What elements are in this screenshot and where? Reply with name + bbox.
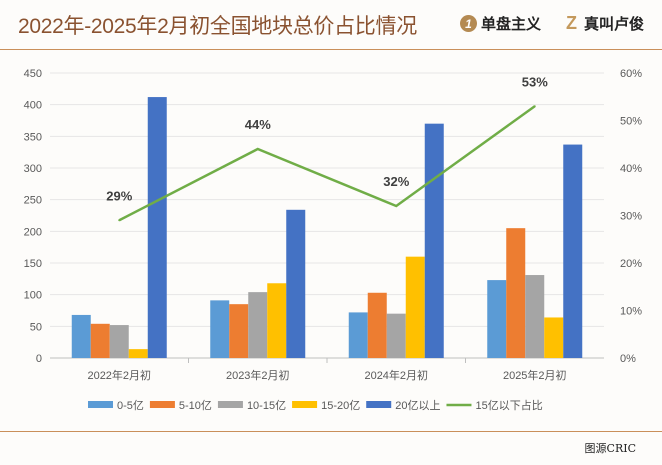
bar-5-10亿 bbox=[367, 292, 387, 358]
legend-swatch bbox=[292, 401, 318, 408]
legend-swatch bbox=[366, 401, 392, 408]
header: 2022年-2025年2月初全国地块总价占比情况 1 单盘主义 Z 真叫卢俊 bbox=[0, 0, 662, 50]
x-tick-label: 2024年2月初 bbox=[364, 368, 428, 382]
data-label: 44% bbox=[245, 117, 271, 132]
y-tick-label: 350 bbox=[24, 131, 42, 143]
data-label: 32% bbox=[383, 174, 409, 189]
y-tick-label: 200 bbox=[24, 226, 42, 238]
line-point bbox=[256, 148, 259, 150]
legend-label: 15-20亿 bbox=[321, 399, 360, 412]
y-tick-label: 400 bbox=[24, 100, 42, 112]
legend-label: 20亿以上 bbox=[395, 399, 440, 412]
bar-5-10亿 bbox=[90, 323, 110, 358]
bar-5-10亿 bbox=[506, 228, 526, 358]
brand-logo-icon: 1 bbox=[460, 15, 477, 32]
legend-label: 15亿以下占比 bbox=[475, 398, 542, 412]
y2-tick-label: 40% bbox=[620, 163, 642, 175]
legend-swatch bbox=[149, 401, 175, 408]
bar-15-20亿 bbox=[128, 349, 148, 358]
bar-10-15亿 bbox=[109, 325, 129, 358]
bar-20亿以上 bbox=[147, 97, 167, 359]
bar-0-5亿 bbox=[348, 312, 368, 358]
y2-tick-label: 20% bbox=[620, 258, 642, 270]
y-tick-label: 300 bbox=[24, 163, 42, 175]
y-tick-label: 250 bbox=[24, 195, 42, 207]
bar-0-5亿 bbox=[210, 300, 230, 358]
legend-label: 5-10亿 bbox=[179, 399, 212, 412]
y2-tick-label: 10% bbox=[620, 306, 642, 318]
data-label: 53% bbox=[522, 74, 548, 89]
legend-swatch bbox=[88, 401, 113, 408]
brand-logo-icon: Z bbox=[566, 13, 577, 33]
y-tick-label: 100 bbox=[24, 290, 42, 302]
y-tick-label: 0 bbox=[36, 353, 42, 365]
brand-zhenjiaolujun: Z 真叫卢俊 bbox=[563, 13, 644, 34]
bar-15-20亿 bbox=[267, 283, 287, 358]
bar-10-15亿 bbox=[386, 313, 406, 358]
bar-0-5亿 bbox=[487, 280, 507, 358]
bar-20亿以上 bbox=[563, 144, 583, 358]
brand-name: 真叫卢俊 bbox=[584, 16, 645, 33]
x-tick-label: 2025年2月初 bbox=[503, 368, 567, 382]
chart-title: 2022年-2025年2月初全国地块总价占比情况 bbox=[18, 15, 417, 38]
y2-tick-label: 30% bbox=[620, 211, 642, 223]
y2-tick-label: 50% bbox=[620, 116, 642, 128]
y-tick-label: 50 bbox=[30, 321, 42, 333]
y-tick-label: 150 bbox=[24, 258, 42, 270]
y2-tick-label: 0% bbox=[620, 353, 636, 365]
x-tick-label: 2023年2月初 bbox=[226, 368, 290, 382]
legend-swatch bbox=[217, 401, 243, 408]
legend-label: 0-5亿 bbox=[117, 399, 144, 412]
bar-0-5亿 bbox=[71, 314, 91, 358]
footer-divider bbox=[0, 431, 662, 432]
bar-20亿以上 bbox=[424, 123, 444, 359]
y2-tick-label: 60% bbox=[620, 68, 642, 80]
bar-15-20亿 bbox=[544, 317, 564, 358]
x-tick-label: 2022年2月初 bbox=[87, 368, 151, 382]
legend-label: 10-15亿 bbox=[247, 399, 286, 412]
bar-20亿以上 bbox=[286, 209, 306, 358]
data-label: 29% bbox=[106, 188, 132, 203]
bar-10-15亿 bbox=[248, 292, 268, 358]
line-point bbox=[533, 105, 536, 108]
bar-10-15亿 bbox=[525, 275, 545, 358]
y-tick-label: 450 bbox=[24, 68, 42, 80]
bar-5-10亿 bbox=[229, 304, 249, 358]
chart: 0 50 100 150 200 250 300 350 400 450 0% 10% 20% 30% 40… bbox=[24, 68, 643, 412]
line-point bbox=[118, 219, 121, 222]
brand-danpanzhuyi: 1 单盘主义 bbox=[460, 13, 541, 34]
line-point bbox=[395, 205, 398, 207]
bar-15-20亿 bbox=[405, 256, 425, 358]
line-series bbox=[118, 105, 536, 222]
source-label: 图源CRIC bbox=[584, 442, 636, 455]
brand-name: 单盘主义 bbox=[481, 16, 542, 33]
